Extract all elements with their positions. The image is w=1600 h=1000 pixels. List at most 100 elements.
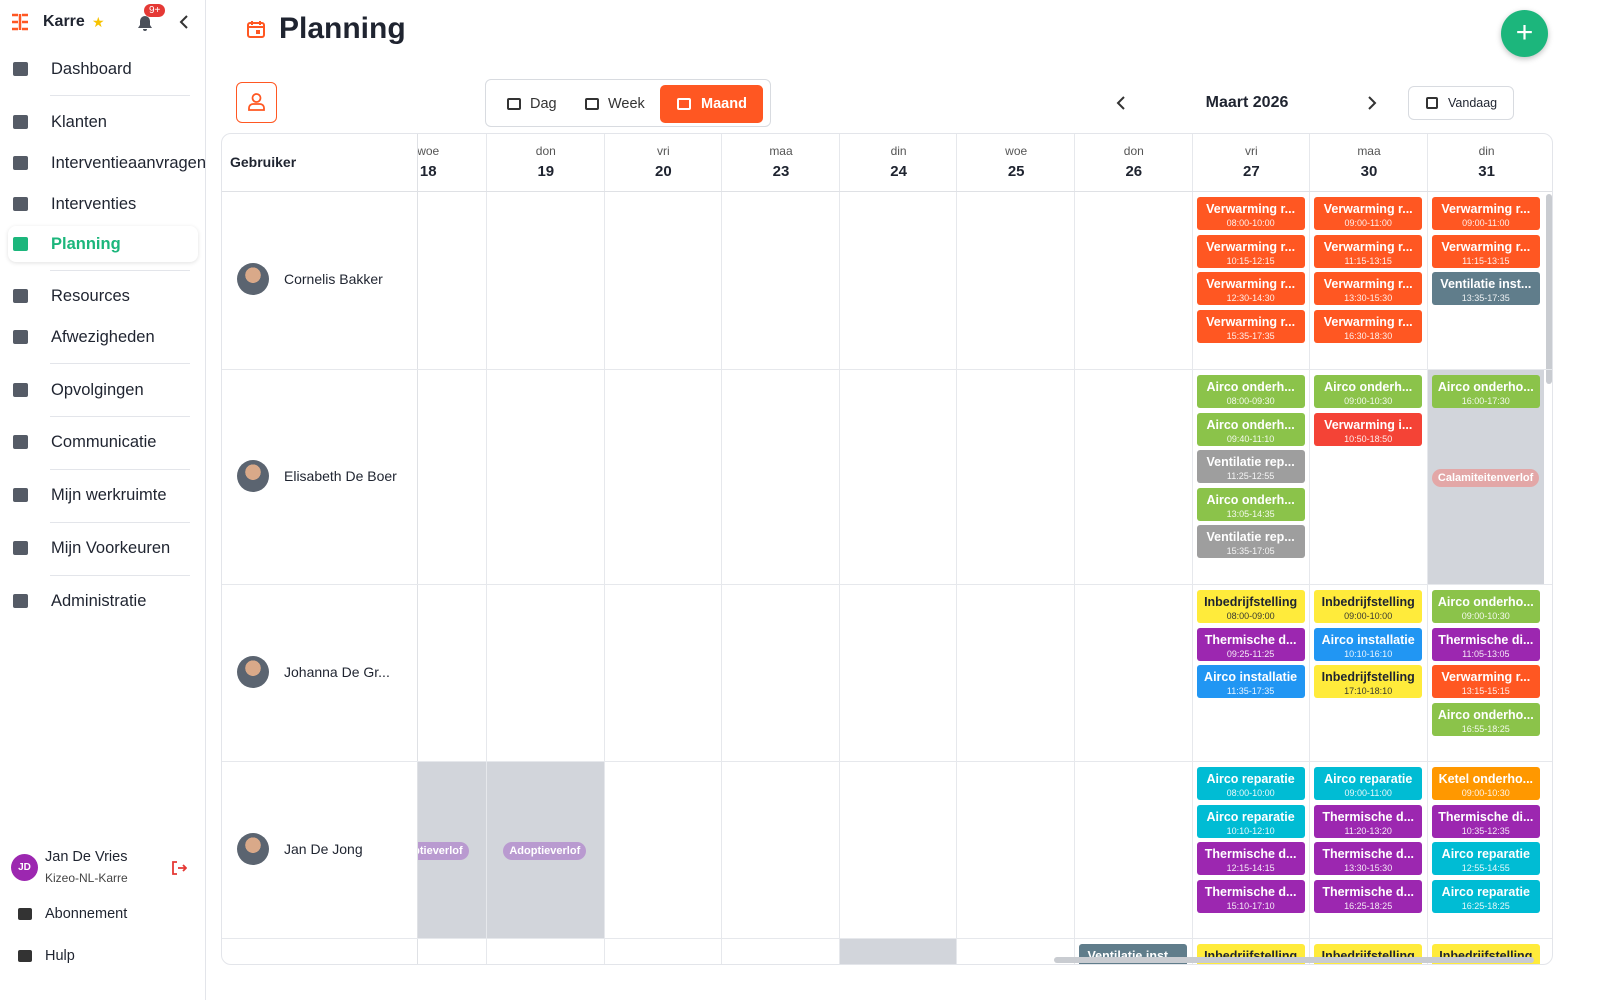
event[interactable]: Ventilatie rep... 15:35-17:05 (1196, 525, 1305, 559)
event[interactable]: Airco reparatie 12:55-14:55 (1431, 842, 1540, 876)
event-title: Airco onderho... (1437, 707, 1534, 722)
event-time: 08:00-10:00 (1226, 788, 1275, 798)
view-button[interactable]: Week (570, 85, 660, 123)
event-title: Verwarming r... (1206, 202, 1296, 216)
event[interactable]: Verwarming r... 12:30-14:30 (1196, 272, 1305, 306)
event[interactable]: Verwarming r... 10:15-12:15 (1196, 234, 1305, 268)
event[interactable]: Airco onderh... 09:40-11:10 (1196, 412, 1305, 446)
event[interactable]: Thermische d... 16:25-18:25 (1314, 879, 1423, 913)
nav-label: Resources (51, 287, 130, 305)
divider (50, 270, 190, 271)
event[interactable]: Airco onderh... 09:00-10:30 (1314, 375, 1423, 408)
event-title: Verwarming r... (1323, 239, 1413, 254)
event[interactable]: Airco reparatie 08:00-10:00 (1196, 767, 1305, 800)
event[interactable]: Verwarming r... 09:00-11:00 (1431, 197, 1540, 230)
event[interactable]: Inbedrijfstelling 09:00-10:00 (1314, 590, 1423, 623)
event-time: 17:10-18:10 (1344, 686, 1393, 697)
logout[interactable] (171, 860, 187, 876)
footer-link[interactable]: Hulp (45, 948, 75, 964)
event-time: 11:15-13:15 (1462, 255, 1510, 266)
event[interactable]: Ventilatie rep... 11:25-12:55 (1196, 450, 1305, 484)
view-icon (677, 98, 691, 110)
event[interactable]: Airco reparatie 10:10-12:10 (1196, 804, 1305, 838)
event[interactable]: Airco onderh... 13:05-14:35 (1196, 487, 1305, 521)
event[interactable]: Airco installatie 10:10-16:10 (1314, 627, 1423, 661)
day-column: vri 20 (603, 134, 722, 964)
day-name: don (1123, 144, 1144, 158)
divider (50, 416, 190, 417)
event[interactable]: Verwarming r... 11:15-13:15 (1431, 234, 1540, 268)
nav-item[interactable]: Planning (8, 226, 198, 262)
event[interactable]: Ketel onderho... 09:00-10:30 (1431, 767, 1540, 800)
nav-item[interactable]: Interventieaanvragen (8, 145, 206, 181)
event[interactable]: Verwarming r... 08:00-10:00 (1196, 197, 1305, 230)
view-button[interactable]: Dag (492, 85, 570, 123)
event-time: 09:00-10:30 (1461, 611, 1510, 621)
nav-item[interactable]: Afwezigheden (8, 319, 198, 355)
h-scrollbar[interactable] (1054, 957, 1534, 963)
divider (50, 469, 190, 470)
brand: Karre (43, 13, 85, 30)
day-column: din 31 (1426, 134, 1545, 964)
view-button[interactable]: Maand (660, 85, 763, 123)
user-filter[interactable] (236, 82, 277, 123)
prev[interactable] (1115, 96, 1127, 110)
nav-item[interactable]: Administratie (8, 583, 198, 619)
event[interactable]: Verwarming r... 09:00-11:00 (1314, 197, 1423, 230)
event[interactable]: Inbedrijfstelling 17:10-18:10 (1314, 665, 1423, 699)
event[interactable]: Airco onderho... 16:00-17:30 (1431, 375, 1540, 408)
event[interactable]: Airco onderh... 08:00-09:30 (1196, 375, 1305, 408)
event-time: 10:10-12:10 (1226, 825, 1275, 836)
collapse[interactable] (178, 15, 190, 29)
event[interactable]: Thermische di... 10:35-12:35 (1431, 804, 1540, 838)
event[interactable]: Thermische d... 09:25-11:25 (1196, 627, 1305, 661)
event[interactable]: Airco reparatie 09:00-11:00 (1314, 767, 1423, 800)
v-scrollbar[interactable] (1546, 194, 1552, 384)
event[interactable]: Verwarming r... 16:30-18:30 (1314, 309, 1423, 343)
event[interactable]: Inbedrijfstelling 08:00-09:00 (1196, 590, 1305, 623)
add-button[interactable]: + (1501, 10, 1548, 57)
event[interactable]: Verwarming r... 13:30-15:30 (1314, 272, 1423, 306)
nav-item[interactable]: Mijn Voorkeuren (8, 530, 198, 566)
day-column: woe 18 (418, 134, 486, 964)
today-button[interactable]: Vandaag (1408, 86, 1514, 120)
nav-item[interactable]: Opvolgingen (8, 372, 198, 408)
day-number: 20 (655, 163, 672, 180)
event[interactable]: Thermische d... 15:10-17:10 (1196, 879, 1305, 913)
event[interactable]: Airco installatie 11:35-17:35 (1196, 665, 1305, 699)
nav-item[interactable]: Communicatie (8, 424, 198, 460)
event-title: Verwarming i... (1324, 417, 1413, 432)
nav-icon (13, 541, 28, 555)
day-number: 30 (1360, 163, 1378, 180)
nav-item[interactable]: Resources (8, 278, 198, 314)
nav-icon (13, 237, 28, 251)
event[interactable]: Verwarming r... 11:15-13:15 (1314, 234, 1423, 268)
event[interactable]: Verwarming i... 10:50-18:50 (1314, 412, 1423, 446)
event[interactable]: Thermische d... 12:15-14:15 (1196, 842, 1305, 876)
event-title: Verwarming r... (1206, 314, 1296, 329)
day-name: don (535, 144, 556, 158)
event[interactable]: Thermische d... 13:30-15:30 (1314, 842, 1423, 876)
event[interactable]: Airco reparatie 16:25-18:25 (1431, 879, 1540, 913)
event[interactable]: Verwarming r... 15:35-17:35 (1196, 309, 1305, 343)
bell[interactable] (135, 14, 155, 32)
event-time: 11:35-17:35 (1226, 686, 1275, 697)
event[interactable]: Airco onderho... 16:55-18:25 (1431, 702, 1540, 736)
day-column: woe 25 (956, 134, 1074, 964)
nav-item[interactable]: Klanten (8, 104, 198, 140)
event[interactable]: Ventilatie inst... 13:35-17:35 (1431, 272, 1540, 306)
event[interactable]: Thermische d... 11:20-13:20 (1314, 804, 1423, 838)
event[interactable]: Airco onderho... 09:00-10:30 (1431, 590, 1540, 623)
footer-link[interactable]: Abonnement (45, 906, 128, 922)
event[interactable]: Verwarming r... 13:15-15:15 (1431, 665, 1540, 699)
user-name: Cornelis Bakker (284, 271, 383, 287)
nav-item[interactable]: Dashboard (8, 51, 198, 87)
nav-item[interactable]: Interventies (8, 186, 198, 222)
nav-icon (13, 115, 28, 129)
nav-item[interactable]: Mijn werkruimte (8, 477, 198, 513)
next[interactable] (1366, 96, 1378, 110)
event[interactable]: Thermische di... 11:05-13:05 (1431, 627, 1540, 661)
event-time: 12:30-14:30 (1226, 293, 1275, 304)
event-title: Thermische di... (1438, 809, 1534, 824)
